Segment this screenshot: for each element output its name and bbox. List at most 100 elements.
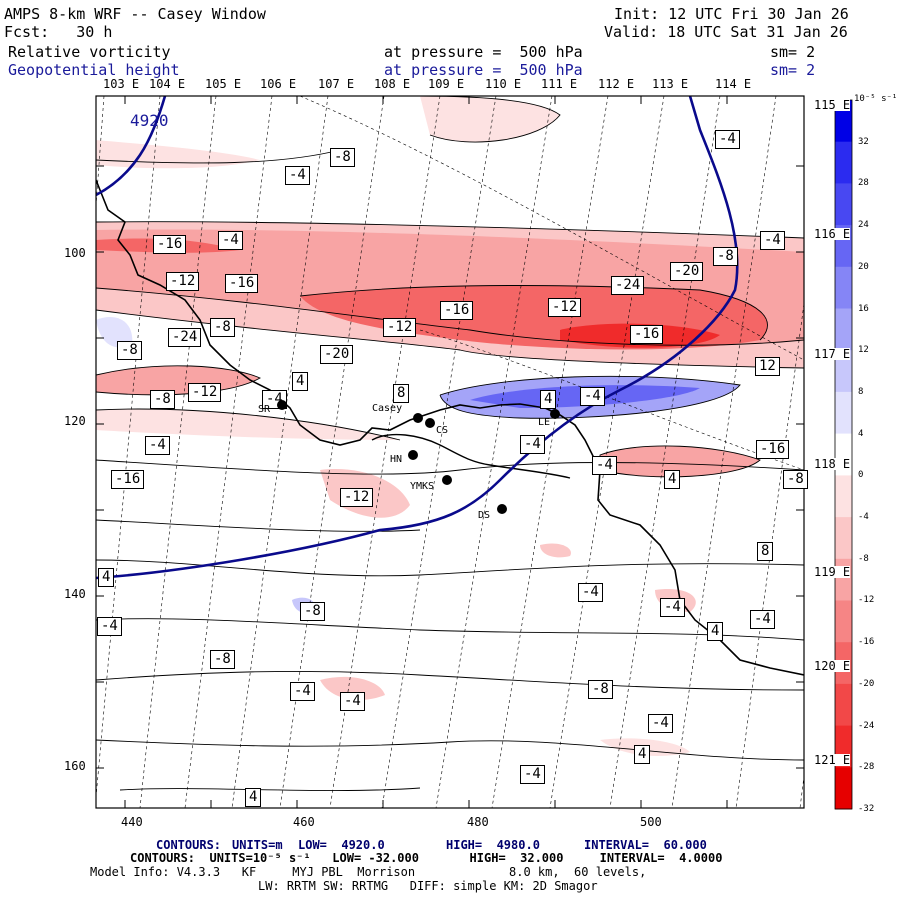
colorbar	[834, 99, 853, 810]
field1-name: Relative vorticity	[8, 43, 171, 61]
vorticity-label: 4	[634, 745, 651, 764]
colorbar-swatch	[835, 475, 852, 518]
station-label: CS	[436, 425, 449, 436]
top-lon-label: 109 E	[428, 77, 465, 91]
colorbar-swatch	[835, 517, 852, 560]
colorbar-label: 0	[858, 470, 864, 480]
x-tick-label: 460	[293, 815, 315, 829]
station-label: LE	[538, 417, 551, 428]
vorticity-label: -4	[578, 583, 603, 602]
colorbar-swatch	[835, 350, 852, 393]
right-lon-label: 118 E	[814, 457, 851, 471]
vorticity-label: -8	[330, 148, 355, 167]
vorticity-label: -8	[713, 247, 738, 266]
x-tick-label: 440	[121, 815, 143, 829]
vorticity-fill	[96, 96, 804, 756]
vorticity-label: -4	[520, 435, 545, 454]
vorticity-label: -16	[630, 325, 664, 344]
vorticity-label: -4	[660, 598, 685, 617]
map-plot-area	[96, 96, 804, 808]
station-dot	[442, 475, 452, 485]
top-lon-label: 111 E	[541, 77, 578, 91]
station-dot	[408, 450, 418, 460]
vorticity-label: -4	[290, 682, 315, 701]
vorticity-label: -8	[300, 602, 325, 621]
station-dot	[413, 413, 423, 423]
field2-smoothing: sm= 2	[770, 61, 816, 79]
field2-name: Geopotential height	[8, 61, 180, 79]
vorticity-label: -8	[210, 318, 235, 337]
vorticity-label: -8	[588, 680, 613, 699]
top-lon-label: 107 E	[318, 77, 355, 91]
colorbar-swatch	[835, 183, 852, 226]
geopotential-height-contour	[96, 96, 167, 197]
colorbar-label: 32	[858, 137, 869, 147]
field2-level: at pressure = 500 hPa	[384, 61, 583, 79]
colorbar-swatch	[835, 266, 852, 309]
vorticity-label: -12	[548, 298, 582, 317]
vorticity-label: -12	[383, 318, 417, 337]
valid-time: Valid: 18 UTC Sat 31 Jan 26	[604, 23, 848, 41]
vorticity-label: -4	[592, 456, 617, 475]
vorticity-label: -8	[117, 341, 142, 360]
vorticity-label: -16	[440, 301, 474, 320]
top-lon-label: 114 E	[715, 77, 752, 91]
station-dot	[277, 400, 287, 410]
coastline	[96, 179, 804, 676]
graticule	[96, 96, 804, 808]
vorticity-label: 4	[98, 568, 115, 587]
vorticity-label: -12	[188, 383, 222, 402]
y-tick-label: 100	[64, 246, 86, 260]
vorticity-label: -20	[320, 345, 354, 364]
x-tick-label: 480	[467, 815, 489, 829]
axis-ticks	[96, 96, 804, 808]
vorticity-label: 4	[245, 788, 262, 807]
contours2-line: CONTOURS: UNITS=10⁻⁵ s⁻¹ LOW= -32.000 HI…	[130, 851, 723, 865]
vorticity-label: -4	[145, 436, 170, 455]
contours1-units: UNITS=m	[232, 838, 283, 852]
model-title: AMPS 8-km WRF -- Casey Window	[4, 5, 266, 23]
physics-info: LW: RRTM SW: RRTMG DIFF: simple KM: 2D S…	[258, 879, 598, 893]
y-tick-label: 160	[64, 759, 86, 773]
vorticity-label: -24	[168, 328, 202, 347]
vorticity-label: -12	[166, 272, 200, 291]
right-lon-label: 115 E	[814, 98, 851, 112]
colorbar-label: 4	[858, 429, 864, 439]
vorticity-label: 4	[707, 622, 724, 641]
vorticity-label: 4	[540, 390, 557, 409]
vorticity-label: -24	[611, 276, 645, 295]
colorbar-label: -16	[858, 637, 875, 647]
y-tick-label: 140	[64, 587, 86, 601]
colorbar-label: -24	[858, 721, 875, 731]
station-label: SR	[258, 404, 271, 415]
colorbar-label: -8	[858, 554, 869, 564]
vorticity-label: -4	[648, 714, 673, 733]
vorticity-label: -4	[715, 130, 740, 149]
vorticity-label: -16	[225, 274, 259, 293]
station-label: HN	[390, 454, 403, 465]
vorticity-label: -16	[756, 440, 790, 459]
model-info: Model Info: V4.3.3 KF MYJ PBL Morrison 8…	[90, 865, 647, 879]
field1-smoothing: sm= 2	[770, 43, 816, 61]
vorticity-label: -4	[580, 387, 605, 406]
station-dot	[497, 504, 507, 514]
top-lon-label: 104 E	[149, 77, 186, 91]
x-tick-label: 500	[640, 815, 662, 829]
right-lon-label: 116 E	[814, 227, 851, 241]
vorticity-label: -4	[97, 617, 122, 636]
vorticity-label: -4	[750, 610, 775, 629]
colorbar-swatch	[835, 391, 852, 435]
vorticity-label: -16	[111, 470, 145, 489]
colorbar-swatch	[835, 683, 852, 727]
vorticity-label: -16	[153, 235, 187, 254]
contours1-low: LOW= 4920.0	[298, 838, 385, 852]
top-lon-label: 113 E	[652, 77, 689, 91]
vorticity-label: 4	[664, 470, 681, 489]
vorticity-label: 8	[757, 542, 774, 561]
top-lon-label: 103 E	[103, 77, 140, 91]
vorticity-label: -4	[340, 692, 365, 711]
colorbar-swatch	[835, 600, 852, 643]
colorbar-swatch	[835, 141, 852, 184]
colorbar-label: -12	[858, 595, 875, 605]
station-label: Casey	[372, 403, 403, 414]
